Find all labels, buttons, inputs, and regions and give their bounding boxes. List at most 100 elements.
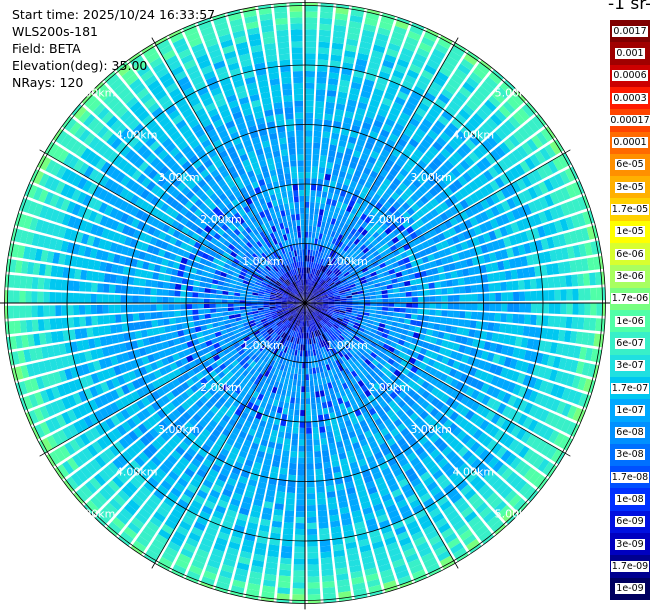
range-gate-cell: [447, 78, 461, 90]
range-gate-cell: [331, 532, 343, 540]
range-gate-cell: [543, 251, 552, 263]
range-gate-cell: [324, 247, 329, 254]
range-gate-cell: [370, 341, 378, 348]
range-gate-cell: [416, 314, 424, 321]
range-gate-cell: [385, 48, 399, 58]
range-gate-cell: [136, 339, 145, 348]
range-gate-cell: [560, 419, 572, 433]
range-gate-cell: [403, 41, 417, 52]
range-gate-cell: [360, 254, 368, 261]
range-gate-cell: [446, 237, 455, 247]
range-gate-cell: [446, 317, 453, 325]
range-gate-cell: [396, 531, 410, 541]
range-gate-cell: [252, 292, 259, 296]
range-gate-cell: [144, 287, 151, 295]
range-gate-cell: [528, 266, 536, 278]
range-gate-cell: [242, 362, 250, 370]
range-gate-cell: [443, 483, 455, 495]
range-gate-cell: [398, 182, 408, 192]
range-gate-cell: [357, 380, 365, 388]
range-gate-cell: [449, 245, 458, 254]
range-gate-cell: [475, 404, 486, 415]
range-gate-cell: [305, 386, 310, 393]
range-gate-cell: [279, 425, 286, 433]
range-gate-cell: [358, 46, 371, 56]
range-gate-cell: [539, 380, 549, 393]
range-gate-cell: [340, 298, 347, 301]
range-gate-cell: [19, 290, 26, 303]
range-gate-cell: [201, 443, 211, 453]
range-gate-cell: [166, 381, 176, 391]
range-gate-cell: [327, 192, 334, 200]
range-gate-cell: [444, 55, 459, 67]
range-gate-cell: [127, 350, 136, 360]
range-gate-cell: [365, 573, 379, 582]
range-gate-cell: [290, 330, 295, 337]
range-gate-cell: [370, 303, 377, 307]
range-gate-cell: [254, 493, 265, 501]
range-gate-cell: [381, 290, 388, 295]
range-gate-cell: [263, 296, 270, 300]
range-gate-cell: [13, 275, 21, 289]
range-gate-cell: [398, 282, 405, 288]
range-gate-cell: [354, 409, 362, 417]
range-gate-cell: [518, 314, 525, 324]
range-gate-cell: [152, 327, 160, 336]
range-gate-cell: [371, 275, 379, 281]
range-gate-cell: [352, 305, 359, 309]
range-gate-cell: [309, 374, 314, 381]
range-gate-cell: [294, 367, 299, 374]
range-gate-cell: [307, 558, 319, 565]
range-gate-cell: [311, 172, 318, 179]
range-gate-cell: [295, 397, 300, 404]
range-gate-cell: [175, 445, 186, 456]
range-gate-cell: [307, 314, 310, 321]
range-gate-cell: [312, 312, 317, 318]
range-gate-cell: [518, 445, 530, 459]
range-gate-cell: [314, 238, 318, 245]
range-gate-cell: [494, 500, 507, 514]
range-gate-cell: [240, 330, 247, 336]
range-gate-cell: [213, 274, 220, 280]
range-gate-cell: [377, 326, 385, 333]
range-gate-cell: [457, 277, 465, 286]
range-gate-cell: [356, 350, 363, 358]
range-gate-cell: [243, 355, 251, 362]
range-gate-cell: [405, 291, 412, 297]
range-gate-cell: [566, 289, 573, 301]
range-gate-cell: [265, 314, 272, 318]
range-gate-cell: [214, 269, 222, 276]
range-gate-cell: [161, 357, 170, 366]
range-gate-cell: [342, 347, 349, 354]
range-gate-cell: [321, 449, 330, 457]
range-gate-cell: [293, 301, 300, 303]
range-gate-cell: [70, 341, 78, 353]
range-gate-cell: [331, 251, 337, 258]
range-gate-cell: [332, 313, 339, 318]
range-gate-cell: [293, 305, 300, 308]
range-gate-cell: [245, 300, 252, 303]
range-gate-cell: [427, 86, 440, 98]
range-gate-cell: [39, 332, 47, 345]
range-gate-cell: [504, 170, 516, 183]
range-gate-cell: [432, 76, 446, 88]
range-gate-cell: [377, 108, 388, 118]
range-gate-cell: [327, 279, 333, 285]
range-gate-cell: [301, 308, 304, 315]
range-gate-cell: [327, 321, 333, 327]
range-gate-cell: [419, 347, 428, 356]
range-gate-cell: [326, 90, 337, 97]
range-gate-cell: [357, 357, 364, 365]
range-gate-cell: [39, 390, 50, 404]
range-gate-cell: [37, 319, 45, 331]
range-gate-cell: [374, 82, 387, 92]
range-gate-cell: [127, 227, 136, 237]
range-gate-cell: [386, 284, 393, 290]
range-gate-cell: [86, 270, 94, 281]
range-gate-cell: [393, 433, 403, 442]
range-gate-cell: [253, 553, 265, 562]
range-gate-cell: [339, 506, 350, 515]
range-gate-cell: [191, 298, 198, 303]
range-gate-cell: [374, 286, 382, 292]
range-gate-cell: [307, 552, 319, 559]
